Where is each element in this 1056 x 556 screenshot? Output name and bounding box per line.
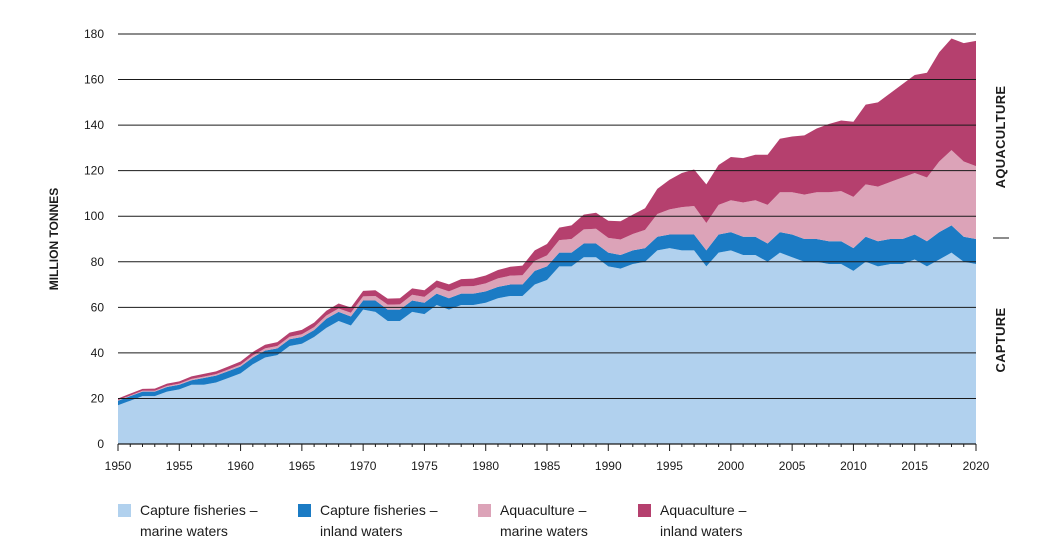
legend-swatch: [478, 504, 491, 517]
x-tick-label: 2005: [779, 459, 806, 473]
area-series-1: [118, 248, 976, 444]
x-tick-label: 1960: [227, 459, 254, 473]
gridlines: [118, 33, 976, 399]
y-tick-label: 20: [91, 391, 105, 405]
x-tick-label: 2020: [963, 459, 990, 473]
y-tick-label: 140: [84, 118, 104, 132]
x-tick-label: 1950: [105, 459, 132, 473]
x-tick-label: 1965: [289, 459, 316, 473]
x-tick-label: 2000: [718, 459, 745, 473]
side-label-capture: CAPTURE: [993, 308, 1008, 373]
area-series-3: [118, 150, 976, 401]
y-axis-label: MILLION TONNES: [47, 188, 61, 290]
x-tick-label: 1995: [656, 459, 683, 473]
legend-swatch: [298, 504, 311, 517]
legend-item-aquaculture-inland: Aquaculture – inland waters: [638, 500, 800, 542]
y-tick-label: 100: [84, 209, 104, 223]
legend-label: Aquaculture – inland waters: [660, 502, 747, 539]
legend-item-capture-inland: Capture fisheries – inland waters: [298, 500, 460, 542]
y-tick-label: 60: [91, 300, 105, 314]
legend-item-aquaculture-marine: Aquaculture – marine waters: [478, 500, 640, 542]
y-tick-label: 160: [84, 73, 104, 87]
area-series-2: [118, 225, 976, 406]
x-tick-label: 1990: [595, 459, 622, 473]
legend: Capture fisheries – marine waters Captur…: [118, 500, 1018, 550]
y-tick-label: 40: [91, 346, 105, 360]
legend-swatch: [638, 504, 651, 517]
area-layers: [118, 38, 976, 444]
legend-item-capture-marine: Capture fisheries – marine waters: [118, 500, 280, 542]
side-label-aquaculture: AQUACULTURE: [993, 86, 1008, 189]
x-tick-label: 1975: [411, 459, 438, 473]
legend-label: Capture fisheries – inland waters: [320, 502, 438, 539]
y-tick-label: 180: [84, 27, 104, 41]
legend-label: Capture fisheries – marine waters: [140, 502, 258, 539]
y-tick-label: 80: [91, 255, 105, 269]
x-tick-label: 2010: [840, 459, 867, 473]
x-tick-label: 1955: [166, 459, 193, 473]
x-tick-label: 1985: [534, 459, 561, 473]
y-axis-ticks: 0 20 40 60 80 100 120 140 160 180: [84, 27, 104, 451]
y-tick-label: 120: [84, 164, 104, 178]
y-tick-label: 0: [97, 437, 104, 451]
x-axis: 1950 1955 1960 1965 1970 1975 1980 1985 1990 1995…: [105, 443, 990, 473]
legend-label: Aquaculture – marine waters: [500, 502, 588, 539]
x-tick-label: 1970: [350, 459, 377, 473]
x-tick-label: 2015: [901, 459, 928, 473]
legend-swatch: [118, 504, 131, 517]
chart: 0 20 40 60 80 100 120 140 160 180 1950 1955 1960 196…: [47, 27, 1009, 473]
area-series-4: [118, 38, 976, 401]
x-tick-label: 1980: [472, 459, 499, 473]
